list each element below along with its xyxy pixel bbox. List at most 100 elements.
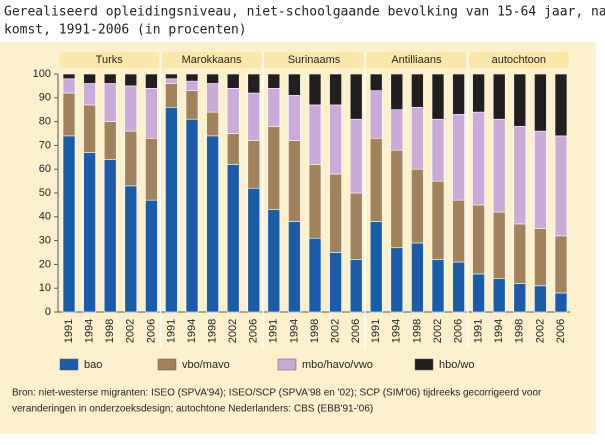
bar-segment xyxy=(62,78,76,94)
bar-segment xyxy=(411,73,424,108)
bar-segment xyxy=(308,237,322,313)
bar-segment xyxy=(185,80,199,91)
legend-label: mbo/havo/vwo xyxy=(302,359,373,371)
bar-segment xyxy=(308,104,322,165)
y-tick-label: 70 xyxy=(39,139,51,151)
bar-segment xyxy=(349,118,363,194)
bar-segment xyxy=(288,73,301,96)
bar-segment xyxy=(103,159,117,313)
bar-segment xyxy=(165,78,178,84)
legend-swatch xyxy=(59,358,79,371)
bar-segment xyxy=(288,140,301,222)
x-tick-label: 1998 xyxy=(207,319,219,343)
x-tick-label: 1994 xyxy=(186,319,198,343)
y-tick-label: 60 xyxy=(39,163,51,175)
bar-segment xyxy=(206,135,219,313)
y-tick-label: 100 xyxy=(33,68,51,80)
x-tick-label: 1994 xyxy=(493,319,505,343)
x-tick-label: 1994 xyxy=(288,319,300,343)
bar-segment xyxy=(226,133,240,165)
bar-segment xyxy=(369,221,383,313)
legend-label: vbo/mavo xyxy=(182,359,230,371)
bar-segment xyxy=(452,114,465,201)
bar-segment xyxy=(554,73,568,137)
bar-segment xyxy=(185,118,199,313)
bar-segment xyxy=(472,111,485,206)
bar-segment xyxy=(83,73,96,84)
bar-segment xyxy=(267,209,281,313)
bar-segment xyxy=(411,107,424,170)
bar-segment xyxy=(165,83,178,108)
bar-segment xyxy=(554,292,568,313)
x-tick-label: 1998 xyxy=(104,319,116,343)
bar-segment xyxy=(329,173,342,253)
bar-segment xyxy=(349,73,363,120)
bar-segment xyxy=(492,211,506,279)
bar-segment xyxy=(390,109,404,151)
legend-swatch xyxy=(277,358,297,371)
legend-label: hbo/wo xyxy=(439,359,474,371)
bar-segment xyxy=(431,259,445,313)
bar-segment xyxy=(452,199,465,263)
bar-segment xyxy=(247,140,261,189)
bar-segment xyxy=(124,73,138,87)
x-tick-label: 1991 xyxy=(165,319,177,343)
bar-segment xyxy=(206,73,219,84)
bar-segment xyxy=(226,164,240,313)
x-tick-label: 1994 xyxy=(84,319,96,343)
x-tick-label: 1994 xyxy=(391,319,403,343)
x-tick-label: 2006 xyxy=(145,319,157,343)
bar-segment xyxy=(226,73,240,89)
panel-title: autochtoon xyxy=(492,54,546,66)
bar-segment xyxy=(431,180,445,260)
bar-segment xyxy=(185,90,199,120)
bar-segment xyxy=(288,95,301,141)
y-tick-label: 20 xyxy=(39,258,51,270)
chart-title: komst, 1991-2006 (in procenten) xyxy=(4,23,247,38)
x-tick-label: 1998 xyxy=(411,319,423,343)
bar-segment xyxy=(103,121,117,160)
bar-segment xyxy=(369,73,383,91)
bar-segment xyxy=(349,259,363,313)
y-tick-label: 10 xyxy=(39,282,51,294)
x-tick-label: 1998 xyxy=(309,319,321,343)
bar-segment xyxy=(390,247,404,313)
bar-segment xyxy=(329,73,342,106)
source: veranderingen in onderzoeksdesign; autoc… xyxy=(12,404,373,415)
bar-segment xyxy=(124,85,138,132)
panel-title: Marokkaans xyxy=(182,54,242,66)
bar-segment xyxy=(390,73,404,111)
bar-segment xyxy=(83,104,96,153)
bar-segment xyxy=(308,164,322,239)
bar-segment xyxy=(247,92,261,141)
bar-segment xyxy=(452,73,465,115)
bar-segment xyxy=(103,73,117,84)
bar-segment xyxy=(83,152,96,313)
bar-segment xyxy=(62,73,76,80)
bar-segment xyxy=(124,185,138,313)
x-tick-label: 1998 xyxy=(514,319,526,343)
bar-segment xyxy=(62,135,76,313)
bar-segment xyxy=(329,104,342,175)
bar-segment xyxy=(267,126,281,210)
bar-segment xyxy=(472,273,485,313)
x-tick-label: 2002 xyxy=(534,319,546,343)
y-tick-label: 40 xyxy=(39,211,51,223)
x-tick-label: 2006 xyxy=(350,319,362,343)
x-tick-label: 2006 xyxy=(555,319,567,343)
bar-segment xyxy=(534,228,547,287)
x-tick-label: 2006 xyxy=(248,319,260,343)
bar-segment xyxy=(329,252,342,313)
y-tick-label: 90 xyxy=(39,92,51,104)
bar-segment xyxy=(431,73,445,120)
bar-segment xyxy=(267,73,281,89)
bar-segment xyxy=(534,285,547,313)
x-tick-label: 2002 xyxy=(330,319,342,343)
bar-segment xyxy=(513,223,527,284)
x-tick-label: 1991 xyxy=(473,319,485,343)
bar-segment xyxy=(247,187,261,313)
bar-segment xyxy=(206,111,219,137)
bar-segment xyxy=(185,73,199,82)
bar-segment xyxy=(103,83,117,122)
